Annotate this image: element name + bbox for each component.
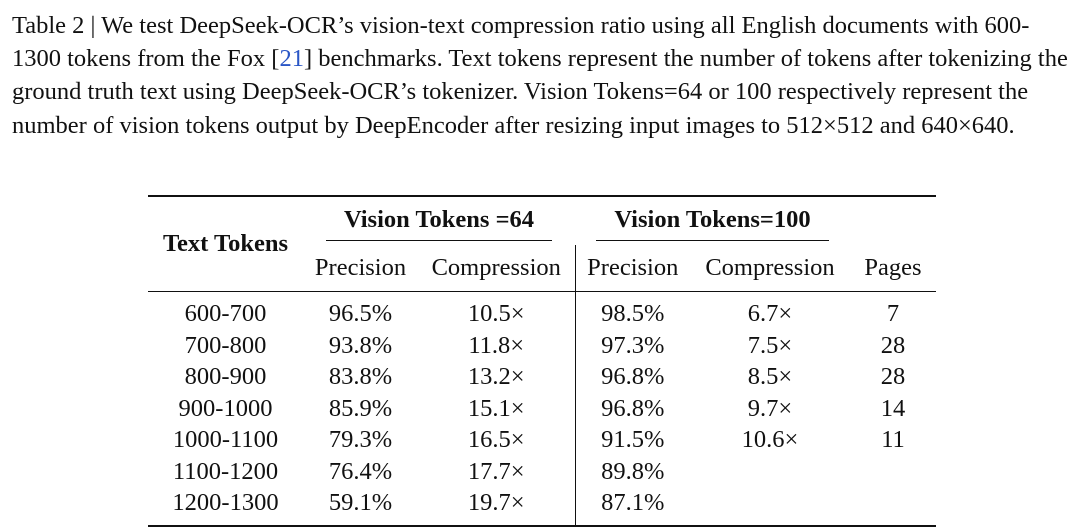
precision-64-header: Precision <box>314 254 407 281</box>
header-row-sub: Precision Compression Precision Compress… <box>148 245 936 292</box>
empty-header-cell <box>850 196 936 245</box>
text-tokens-cell: 1200-1300 <box>172 489 279 516</box>
precision-100-cell: 96.8% <box>601 394 665 422</box>
text-tokens-cell: 600-700 <box>184 300 267 327</box>
caption-text-rest: ] benchmarks. Text tokens represent the … <box>12 45 1068 139</box>
pages-cell <box>850 487 936 526</box>
compression-64-cell: 10.5× <box>418 291 576 330</box>
vision-tokens-100-label: Vision Tokens=100 <box>596 206 829 241</box>
precision-64-cell: 59.1% <box>328 489 393 516</box>
precision-64-cell: 83.8% <box>328 363 393 390</box>
table-row: 1200-1300 59.1% 19.7× 87.1% <box>148 487 936 526</box>
table-caption: Table 2 | We test DeepSeek-OCR’s vision-… <box>12 9 1072 142</box>
text-tokens-cell: 1100-1200 <box>172 457 279 485</box>
table-body: 600-700 96.5% 10.5× 98.5% 6.7× 7 700-800… <box>148 291 936 526</box>
compression-100-cell <box>690 487 850 526</box>
compression-64-cell: 17.7× <box>418 455 576 487</box>
pages-cell: 14 <box>880 394 906 422</box>
compression-64-cell: 11.8× <box>418 329 576 361</box>
vision-tokens-100-header: Vision Tokens=100 <box>575 196 850 245</box>
compression-100-cell: 8.5× <box>747 363 793 390</box>
compression-64-cell: 16.5× <box>418 424 576 456</box>
compression-100-cell: 7.5× <box>747 331 793 359</box>
pages-header: Pages <box>864 254 922 281</box>
pages-cell <box>850 456 936 488</box>
table-row: 700-800 93.8% 11.8× 97.3% 7.5× 28 <box>148 329 936 361</box>
compression-100-header: Compression <box>705 254 835 281</box>
compression-100-cell: 6.7× <box>747 300 793 327</box>
text-tokens-cell: 1000-1100 <box>172 426 279 453</box>
table-row: 1000-1100 79.3% 16.5× 91.5% 10.6× 11 <box>148 424 936 456</box>
table-row: 800-900 83.8% 13.2× 96.8% 8.5× 28 <box>148 361 936 393</box>
compression-64-header: Compression <box>418 245 576 292</box>
table-row: 1100-1200 76.4% 17.7× 89.8% <box>148 455 936 488</box>
vision-tokens-64-header: Vision Tokens =64 <box>303 196 575 245</box>
results-table: Text Tokens Vision Tokens =64 Vision Tok… <box>148 195 936 527</box>
pages-cell: 28 <box>880 363 906 390</box>
precision-100-cell: 97.3% <box>601 331 665 359</box>
text-tokens-cell: 800-900 <box>184 363 267 390</box>
compression-64-cell: 13.2× <box>418 361 576 393</box>
precision-100-cell: 91.5% <box>601 426 665 453</box>
header-row-groups: Text Tokens Vision Tokens =64 Vision Tok… <box>148 196 936 292</box>
precision-64-cell: 96.5% <box>328 300 393 327</box>
compression-64-cell: 19.7× <box>418 487 576 526</box>
precision-64-cell: 79.3% <box>328 426 393 453</box>
text-tokens-header: Text Tokens <box>148 196 303 292</box>
pages-cell: 28 <box>880 331 906 359</box>
precision-100-header: Precision <box>587 254 679 281</box>
pages-cell: 7 <box>886 300 900 327</box>
table-row: 900-1000 85.9% 15.1× 96.8% 9.7× 14 <box>148 392 936 424</box>
vision-tokens-64-label: Vision Tokens =64 <box>325 206 553 241</box>
caption-text: Table 2 | We test DeepSeek-OCR’s vision-… <box>12 12 1030 73</box>
precision-64-cell: 93.8% <box>328 331 393 359</box>
precision-100-cell: 87.1% <box>601 489 665 516</box>
pages-cell: 11 <box>881 426 905 453</box>
compression-100-cell: 10.6× <box>741 426 799 453</box>
precision-64-cell: 85.9% <box>328 394 393 422</box>
text-tokens-cell: 700-800 <box>184 331 267 359</box>
results-table-wrapper: Text Tokens Vision Tokens =64 Vision Tok… <box>148 195 936 527</box>
compression-100-cell: 9.7× <box>747 394 793 422</box>
compression-100-cell <box>690 456 850 488</box>
precision-64-cell: 76.4% <box>328 457 393 485</box>
text-tokens-cell: 900-1000 <box>178 394 273 422</box>
table-row: 600-700 96.5% 10.5× 98.5% 6.7× 7 <box>148 291 936 330</box>
precision-100-cell: 96.8% <box>601 363 665 390</box>
precision-100-cell: 98.5% <box>601 300 665 327</box>
citation-link[interactable]: 21 <box>279 45 304 73</box>
compression-64-cell: 15.1× <box>418 392 576 424</box>
precision-100-cell: 89.8% <box>601 457 665 485</box>
